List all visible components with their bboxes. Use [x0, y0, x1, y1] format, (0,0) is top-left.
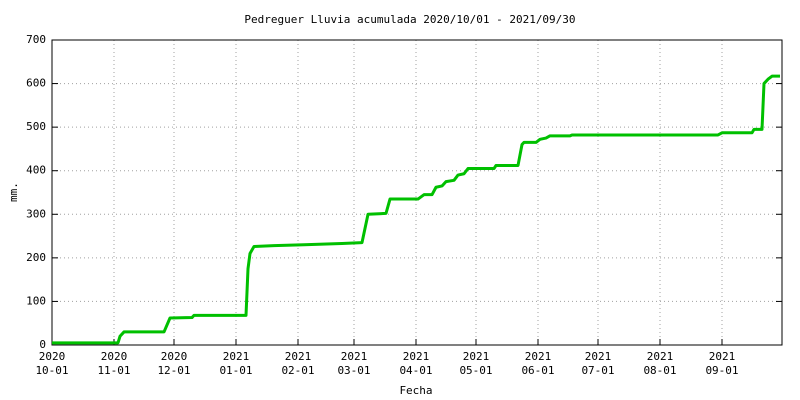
- x-tick-label: 2021 08-01: [643, 350, 677, 377]
- x-axis-label: Fecha: [399, 384, 432, 397]
- plot-frame: [51, 39, 783, 346]
- x-tick-label: 2021 01-01: [219, 350, 253, 377]
- x-tick-label: 2020 11-01: [97, 350, 131, 377]
- x-tick-label: 2021 07-01: [581, 350, 615, 377]
- y-axis-label: mm.: [7, 182, 20, 202]
- y-tick-label: 100: [26, 294, 46, 307]
- x-tick-label: 2021 05-01: [459, 350, 493, 377]
- y-tick-label: 300: [26, 207, 46, 220]
- x-tick-label: 2021 03-01: [337, 350, 371, 377]
- y-tick-label: 200: [26, 251, 46, 264]
- chart-title: Pedreguer Lluvia acumulada 2020/10/01 - …: [244, 13, 575, 26]
- x-tick-label: 2021 06-01: [521, 350, 555, 377]
- x-tick-label: 2020 12-01: [157, 350, 191, 377]
- x-tick-label: 2020 10-01: [35, 350, 69, 377]
- y-tick-label: 600: [26, 77, 46, 90]
- data-line: [52, 74, 780, 345]
- x-tick-label: 2021 02-01: [281, 350, 315, 377]
- x-tick-label: 2021 09-01: [705, 350, 739, 377]
- x-tick-label: 2021 04-01: [399, 350, 433, 377]
- y-tick-label: 500: [26, 120, 46, 133]
- y-tick-label: 400: [26, 164, 46, 177]
- y-tick-label: 700: [26, 33, 46, 46]
- y-tick-label: 0: [39, 338, 46, 351]
